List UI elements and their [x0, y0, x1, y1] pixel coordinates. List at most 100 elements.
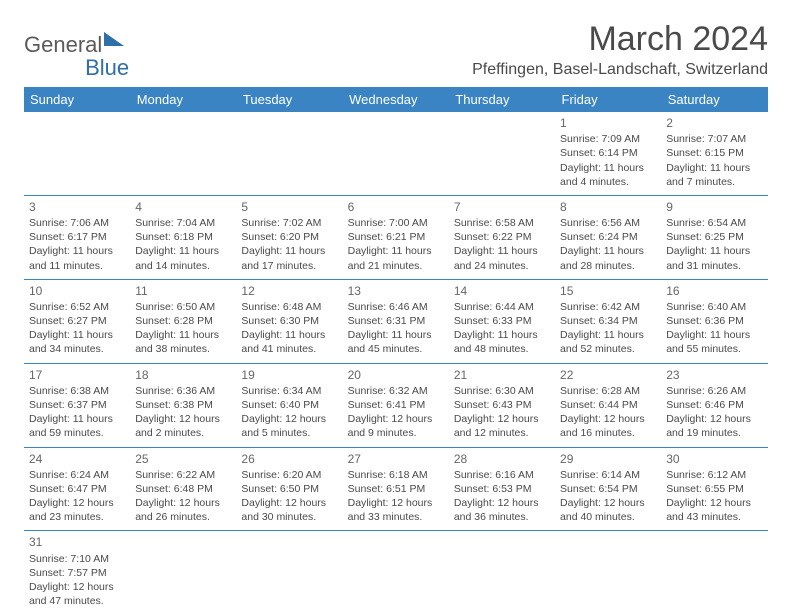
- week-row: 17Sunrise: 6:38 AMSunset: 6:37 PMDayligh…: [24, 363, 768, 447]
- day-cell: 5Sunrise: 7:02 AMSunset: 6:20 PMDaylight…: [236, 195, 342, 279]
- month-title: March 2024: [472, 20, 768, 59]
- day-number: 6: [348, 199, 444, 215]
- daylight-text: and 30 minutes.: [241, 510, 337, 524]
- day-cell: 4Sunrise: 7:04 AMSunset: 6:18 PMDaylight…: [130, 195, 236, 279]
- weekday-header-row: Sunday Monday Tuesday Wednesday Thursday…: [24, 87, 768, 112]
- day-cell: 14Sunrise: 6:44 AMSunset: 6:33 PMDayligh…: [449, 279, 555, 363]
- day-number: 18: [135, 367, 231, 383]
- daylight-text: and 12 minutes.: [454, 426, 550, 440]
- day-number: 19: [241, 367, 337, 383]
- daylight-text: Daylight: 12 hours: [454, 412, 550, 426]
- daylight-text: Daylight: 12 hours: [241, 496, 337, 510]
- sunrise-text: Sunrise: 6:40 AM: [666, 300, 762, 314]
- day-cell: 18Sunrise: 6:36 AMSunset: 6:38 PMDayligh…: [130, 363, 236, 447]
- sunrise-text: Sunrise: 7:02 AM: [241, 216, 337, 230]
- daylight-text: and 34 minutes.: [29, 342, 125, 356]
- sunrise-text: Sunrise: 6:30 AM: [454, 384, 550, 398]
- sunset-text: Sunset: 6:33 PM: [454, 314, 550, 328]
- sunset-text: Sunset: 6:30 PM: [241, 314, 337, 328]
- day-number: 15: [560, 283, 656, 299]
- sunrise-text: Sunrise: 6:48 AM: [241, 300, 337, 314]
- sunset-text: Sunset: 6:15 PM: [666, 146, 762, 160]
- day-cell: 6Sunrise: 7:00 AMSunset: 6:21 PMDaylight…: [343, 195, 449, 279]
- sunset-text: Sunset: 6:46 PM: [666, 398, 762, 412]
- sunset-text: Sunset: 6:40 PM: [241, 398, 337, 412]
- sunrise-text: Sunrise: 6:44 AM: [454, 300, 550, 314]
- daylight-text: and 28 minutes.: [560, 259, 656, 273]
- sunset-text: Sunset: 6:41 PM: [348, 398, 444, 412]
- daylight-text: Daylight: 11 hours: [135, 328, 231, 342]
- day-cell: [661, 531, 767, 614]
- sunrise-text: Sunrise: 7:04 AM: [135, 216, 231, 230]
- day-number: 11: [135, 283, 231, 299]
- sunrise-text: Sunrise: 6:38 AM: [29, 384, 125, 398]
- day-cell: 28Sunrise: 6:16 AMSunset: 6:53 PMDayligh…: [449, 447, 555, 531]
- daylight-text: and 40 minutes.: [560, 510, 656, 524]
- daylight-text: Daylight: 12 hours: [135, 412, 231, 426]
- day-number: 4: [135, 199, 231, 215]
- daylight-text: and 5 minutes.: [241, 426, 337, 440]
- sunset-text: Sunset: 6:18 PM: [135, 230, 231, 244]
- daylight-text: and 16 minutes.: [560, 426, 656, 440]
- day-cell: [343, 112, 449, 195]
- day-cell: 13Sunrise: 6:46 AMSunset: 6:31 PMDayligh…: [343, 279, 449, 363]
- sunrise-text: Sunrise: 6:14 AM: [560, 468, 656, 482]
- daylight-text: and 48 minutes.: [454, 342, 550, 356]
- sunrise-text: Sunrise: 6:36 AM: [135, 384, 231, 398]
- daylight-text: Daylight: 11 hours: [241, 244, 337, 258]
- day-number: 25: [135, 451, 231, 467]
- sunrise-text: Sunrise: 6:54 AM: [666, 216, 762, 230]
- day-cell: 19Sunrise: 6:34 AMSunset: 6:40 PMDayligh…: [236, 363, 342, 447]
- daylight-text: Daylight: 11 hours: [348, 328, 444, 342]
- day-number: 2: [666, 115, 762, 131]
- brand-logo: General: [24, 20, 126, 58]
- daylight-text: and 26 minutes.: [135, 510, 231, 524]
- sunset-text: Sunset: 7:57 PM: [29, 566, 125, 580]
- daylight-text: Daylight: 12 hours: [241, 412, 337, 426]
- daylight-text: Daylight: 12 hours: [29, 580, 125, 594]
- day-number: 9: [666, 199, 762, 215]
- sunset-text: Sunset: 6:50 PM: [241, 482, 337, 496]
- sunrise-text: Sunrise: 7:00 AM: [348, 216, 444, 230]
- sunset-text: Sunset: 6:54 PM: [560, 482, 656, 496]
- day-cell: 9Sunrise: 6:54 AMSunset: 6:25 PMDaylight…: [661, 195, 767, 279]
- daylight-text: Daylight: 11 hours: [454, 328, 550, 342]
- sunset-text: Sunset: 6:44 PM: [560, 398, 656, 412]
- day-cell: [236, 112, 342, 195]
- day-number: 31: [29, 534, 125, 550]
- sail-icon: [104, 32, 124, 46]
- daylight-text: and 45 minutes.: [348, 342, 444, 356]
- day-number: 7: [454, 199, 550, 215]
- daylight-text: Daylight: 11 hours: [560, 244, 656, 258]
- sunset-text: Sunset: 6:22 PM: [454, 230, 550, 244]
- sunset-text: Sunset: 6:25 PM: [666, 230, 762, 244]
- daylight-text: and 19 minutes.: [666, 426, 762, 440]
- col-tuesday: Tuesday: [236, 87, 342, 112]
- daylight-text: Daylight: 12 hours: [560, 412, 656, 426]
- sunrise-text: Sunrise: 6:42 AM: [560, 300, 656, 314]
- day-cell: 30Sunrise: 6:12 AMSunset: 6:55 PMDayligh…: [661, 447, 767, 531]
- sunset-text: Sunset: 6:24 PM: [560, 230, 656, 244]
- week-row: 31Sunrise: 7:10 AMSunset: 7:57 PMDayligh…: [24, 531, 768, 614]
- daylight-text: and 17 minutes.: [241, 259, 337, 273]
- day-number: 24: [29, 451, 125, 467]
- sunrise-text: Sunrise: 6:18 AM: [348, 468, 444, 482]
- sunrise-text: Sunrise: 6:12 AM: [666, 468, 762, 482]
- day-cell: 8Sunrise: 6:56 AMSunset: 6:24 PMDaylight…: [555, 195, 661, 279]
- week-row: 24Sunrise: 6:24 AMSunset: 6:47 PMDayligh…: [24, 447, 768, 531]
- sunrise-text: Sunrise: 6:58 AM: [454, 216, 550, 230]
- daylight-text: Daylight: 12 hours: [560, 496, 656, 510]
- day-cell: 29Sunrise: 6:14 AMSunset: 6:54 PMDayligh…: [555, 447, 661, 531]
- daylight-text: and 55 minutes.: [666, 342, 762, 356]
- week-row: 10Sunrise: 6:52 AMSunset: 6:27 PMDayligh…: [24, 279, 768, 363]
- daylight-text: and 4 minutes.: [560, 175, 656, 189]
- sunrise-text: Sunrise: 6:16 AM: [454, 468, 550, 482]
- daylight-text: and 36 minutes.: [454, 510, 550, 524]
- sunrise-text: Sunrise: 6:50 AM: [135, 300, 231, 314]
- day-cell: 24Sunrise: 6:24 AMSunset: 6:47 PMDayligh…: [24, 447, 130, 531]
- daylight-text: Daylight: 11 hours: [666, 328, 762, 342]
- daylight-text: Daylight: 11 hours: [29, 412, 125, 426]
- sunset-text: Sunset: 6:20 PM: [241, 230, 337, 244]
- daylight-text: Daylight: 12 hours: [666, 496, 762, 510]
- day-number: 21: [454, 367, 550, 383]
